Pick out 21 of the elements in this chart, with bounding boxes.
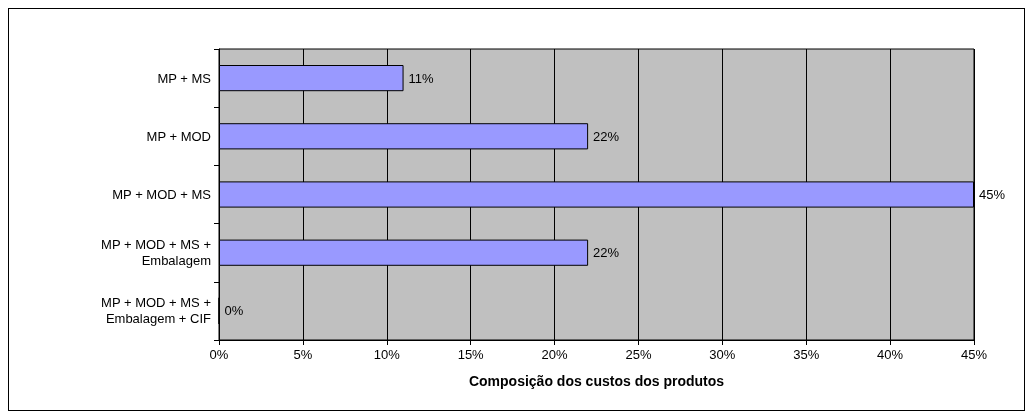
data-label: 22% [593, 128, 620, 144]
data-label: 11% [408, 70, 435, 86]
x-tick-label: 20% [541, 347, 568, 362]
x-tick-label: 0% [209, 347, 229, 362]
x-axis-title: Composição dos custos dos produtos [468, 373, 725, 389]
x-tick-label: 30% [709, 347, 736, 362]
x-tick-label: 25% [625, 347, 652, 362]
y-tick-label: MP + MOD + MS + Embalagem + CIF [101, 295, 212, 327]
y-tick-label: MP + MOD + MS [112, 187, 212, 202]
x-tick-label: 10% [373, 347, 401, 362]
x-tick-label: 45% [960, 347, 988, 362]
data-label: 0% [224, 303, 244, 319]
x-tick-label: 5% [293, 347, 313, 362]
x-tick-label: 35% [793, 347, 820, 362]
y-tick-label: MP + MOD [146, 128, 211, 144]
data-label: 22% [593, 245, 620, 261]
y-tick-label: MP + MOD + MS + Embalagem [101, 237, 211, 269]
x-tick-label: 15% [457, 347, 485, 362]
data-label: 45% [979, 187, 1006, 202]
x-tick-label: 40% [877, 347, 904, 362]
y-tick-label: MP + MS [157, 70, 212, 86]
